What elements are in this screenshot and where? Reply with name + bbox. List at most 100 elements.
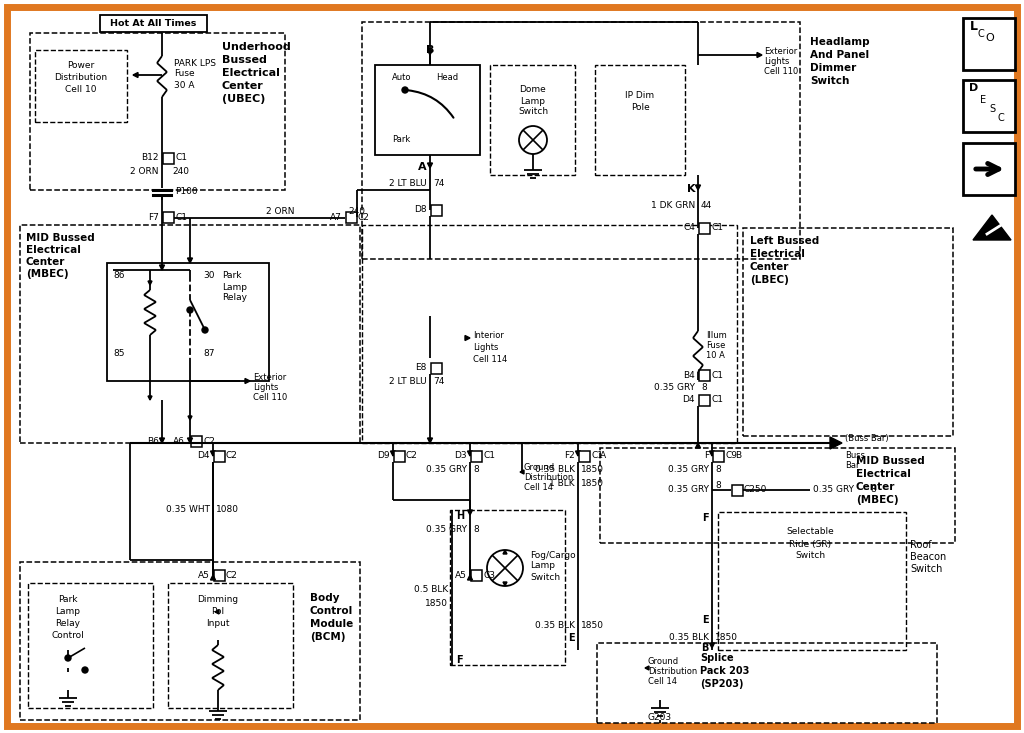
Text: 8: 8 xyxy=(701,383,707,391)
Bar xyxy=(168,583,293,708)
Text: C2: C2 xyxy=(203,436,215,446)
Text: Distribution: Distribution xyxy=(524,474,573,482)
Text: And Panel: And Panel xyxy=(810,50,869,60)
Text: Electrical: Electrical xyxy=(750,249,805,259)
Text: Cell 110: Cell 110 xyxy=(253,394,288,402)
Text: 30: 30 xyxy=(204,270,215,279)
Text: Head: Head xyxy=(436,73,458,83)
Text: A: A xyxy=(600,452,606,460)
Text: 0.35 GRY: 0.35 GRY xyxy=(668,465,709,474)
Text: Pack 203: Pack 203 xyxy=(700,666,750,676)
Text: F: F xyxy=(456,655,463,665)
Text: Cell 10: Cell 10 xyxy=(66,84,96,94)
Bar xyxy=(963,80,1015,132)
Text: 2 ORN: 2 ORN xyxy=(266,207,295,216)
Text: A: A xyxy=(419,162,427,172)
Polygon shape xyxy=(695,185,700,190)
Text: C1: C1 xyxy=(711,370,723,380)
Text: 1850: 1850 xyxy=(581,621,604,630)
Text: 8: 8 xyxy=(715,465,721,474)
Text: C9: C9 xyxy=(725,452,737,460)
Polygon shape xyxy=(160,438,165,443)
Polygon shape xyxy=(211,451,215,456)
Bar xyxy=(431,205,442,216)
Circle shape xyxy=(65,655,71,661)
Text: Fuse: Fuse xyxy=(174,70,195,78)
Text: Underhood: Underhood xyxy=(222,42,291,52)
Bar xyxy=(362,225,737,443)
Text: P100: P100 xyxy=(175,188,198,196)
Text: Roof: Roof xyxy=(910,540,932,550)
Bar xyxy=(375,65,480,155)
Text: Electrical: Electrical xyxy=(26,245,81,255)
Text: L: L xyxy=(970,20,978,32)
Bar xyxy=(431,363,442,374)
Text: D3: D3 xyxy=(455,452,467,460)
Text: Dimmer: Dimmer xyxy=(810,63,856,73)
Text: (MBEC): (MBEC) xyxy=(856,495,899,505)
Text: 1850: 1850 xyxy=(425,599,449,608)
Bar xyxy=(699,395,710,406)
Text: 1 DK GRN: 1 DK GRN xyxy=(650,201,695,210)
Text: G203: G203 xyxy=(648,713,672,723)
Bar xyxy=(732,485,743,496)
Text: Lamp: Lamp xyxy=(520,97,546,106)
Text: 1850: 1850 xyxy=(581,479,604,487)
Text: Ground: Ground xyxy=(648,657,679,666)
Text: 8: 8 xyxy=(870,485,876,495)
Text: 10 A: 10 A xyxy=(706,352,725,361)
Text: (Buss Bar): (Buss Bar) xyxy=(845,433,889,443)
Bar xyxy=(963,143,1015,195)
Text: Switch: Switch xyxy=(910,564,942,574)
Text: C2: C2 xyxy=(358,213,370,221)
Text: E8: E8 xyxy=(416,364,427,372)
Polygon shape xyxy=(503,550,507,554)
Text: Cell 114: Cell 114 xyxy=(473,355,507,364)
Polygon shape xyxy=(160,265,165,270)
Bar xyxy=(490,65,575,175)
Text: Interior: Interior xyxy=(473,331,504,339)
Text: Pole: Pole xyxy=(631,103,649,112)
Bar xyxy=(20,225,360,443)
Text: D: D xyxy=(969,83,978,93)
Text: Electrical: Electrical xyxy=(222,68,280,78)
Text: (SP203): (SP203) xyxy=(700,679,743,689)
Text: C2: C2 xyxy=(406,452,418,460)
Text: Cell 110: Cell 110 xyxy=(764,67,799,76)
Text: Switch: Switch xyxy=(530,572,560,581)
Polygon shape xyxy=(695,443,700,448)
Bar xyxy=(713,451,724,462)
Text: Park: Park xyxy=(58,595,78,605)
Text: Lamp: Lamp xyxy=(55,608,81,616)
Text: 240: 240 xyxy=(172,168,189,177)
Text: B4: B4 xyxy=(683,370,695,380)
Text: 0.35 WHT: 0.35 WHT xyxy=(166,506,210,515)
Text: Center: Center xyxy=(750,262,790,272)
Text: Illum: Illum xyxy=(706,331,727,339)
Text: C1: C1 xyxy=(711,224,723,232)
Text: Ground: Ground xyxy=(524,463,555,473)
Text: S: S xyxy=(989,104,995,114)
Text: Lamp: Lamp xyxy=(222,282,247,292)
Text: 0.35 GRY: 0.35 GRY xyxy=(654,383,695,391)
Text: B6: B6 xyxy=(147,436,159,446)
Text: Center: Center xyxy=(26,257,66,267)
Text: Dimming: Dimming xyxy=(198,595,239,605)
Bar xyxy=(579,451,590,462)
Text: C2: C2 xyxy=(226,452,238,460)
Polygon shape xyxy=(503,582,507,586)
Polygon shape xyxy=(390,451,395,456)
Text: 74: 74 xyxy=(433,179,444,188)
Circle shape xyxy=(82,667,88,673)
Text: 87: 87 xyxy=(204,348,215,358)
Text: Lights: Lights xyxy=(764,57,790,67)
Text: 8: 8 xyxy=(473,526,479,534)
Bar xyxy=(362,22,800,259)
Text: 0.35 BLK: 0.35 BLK xyxy=(669,633,709,643)
Text: (MBEC): (MBEC) xyxy=(26,269,69,279)
Text: MID Bussed: MID Bussed xyxy=(856,456,925,466)
Text: E: E xyxy=(568,633,575,643)
Bar xyxy=(597,643,937,723)
Text: E: E xyxy=(702,615,709,625)
Text: Cell 14: Cell 14 xyxy=(648,677,677,685)
